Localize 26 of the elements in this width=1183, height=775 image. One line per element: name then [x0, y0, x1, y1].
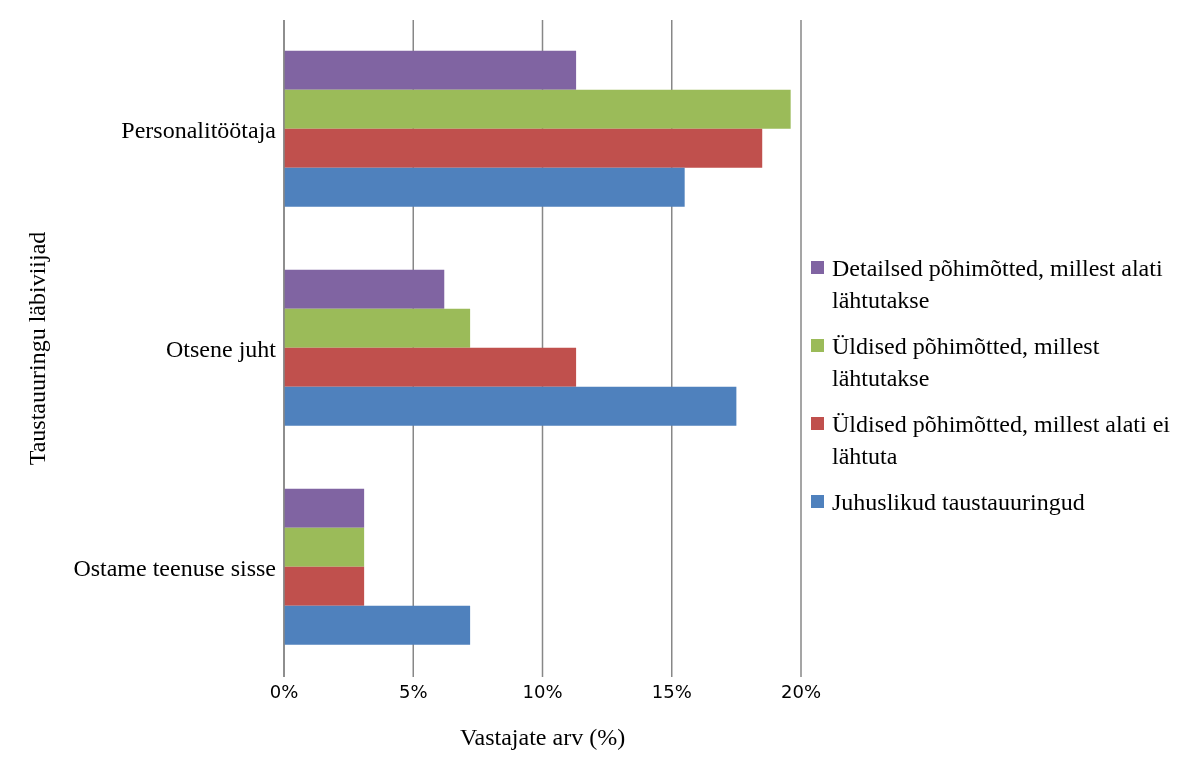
x-tick-label: 20% [780, 680, 822, 702]
legend-label: Detailsed põhimõtted, millest alati lähtutakse [832, 253, 1164, 315]
bar [284, 386, 737, 426]
bar [284, 347, 577, 387]
legend-label: Üldised põhimõtted, millest alati ei lähtuta [832, 409, 1171, 471]
y-tick-label: Personalitöötaja [121, 117, 277, 144]
legend-label: Üldised põhimõtted, millest lähtutakse [832, 331, 1101, 393]
bar [284, 167, 685, 207]
x-tick-label: 5% [398, 680, 428, 702]
bar [284, 566, 365, 606]
y-axis-title: Taustauuringu läbiviijad [23, 231, 50, 466]
bar [284, 89, 791, 129]
bar [284, 128, 763, 168]
bar [284, 488, 365, 528]
bar [284, 308, 471, 348]
legend-label: Juhuslikud taustauuringud [832, 487, 1085, 517]
y-tick-label: Otsene juht [166, 336, 277, 363]
bar [284, 50, 577, 90]
bar [284, 527, 365, 567]
x-tick-label: 0% [269, 680, 299, 702]
y-tick-label: Ostame teenuse sisse [73, 555, 276, 582]
bar [284, 605, 471, 645]
x-tick-label: 10% [522, 680, 563, 702]
x-axis-title: Vastajate arv (%) [459, 724, 626, 750]
bar [284, 269, 445, 309]
x-tick-label: 15% [651, 680, 692, 702]
